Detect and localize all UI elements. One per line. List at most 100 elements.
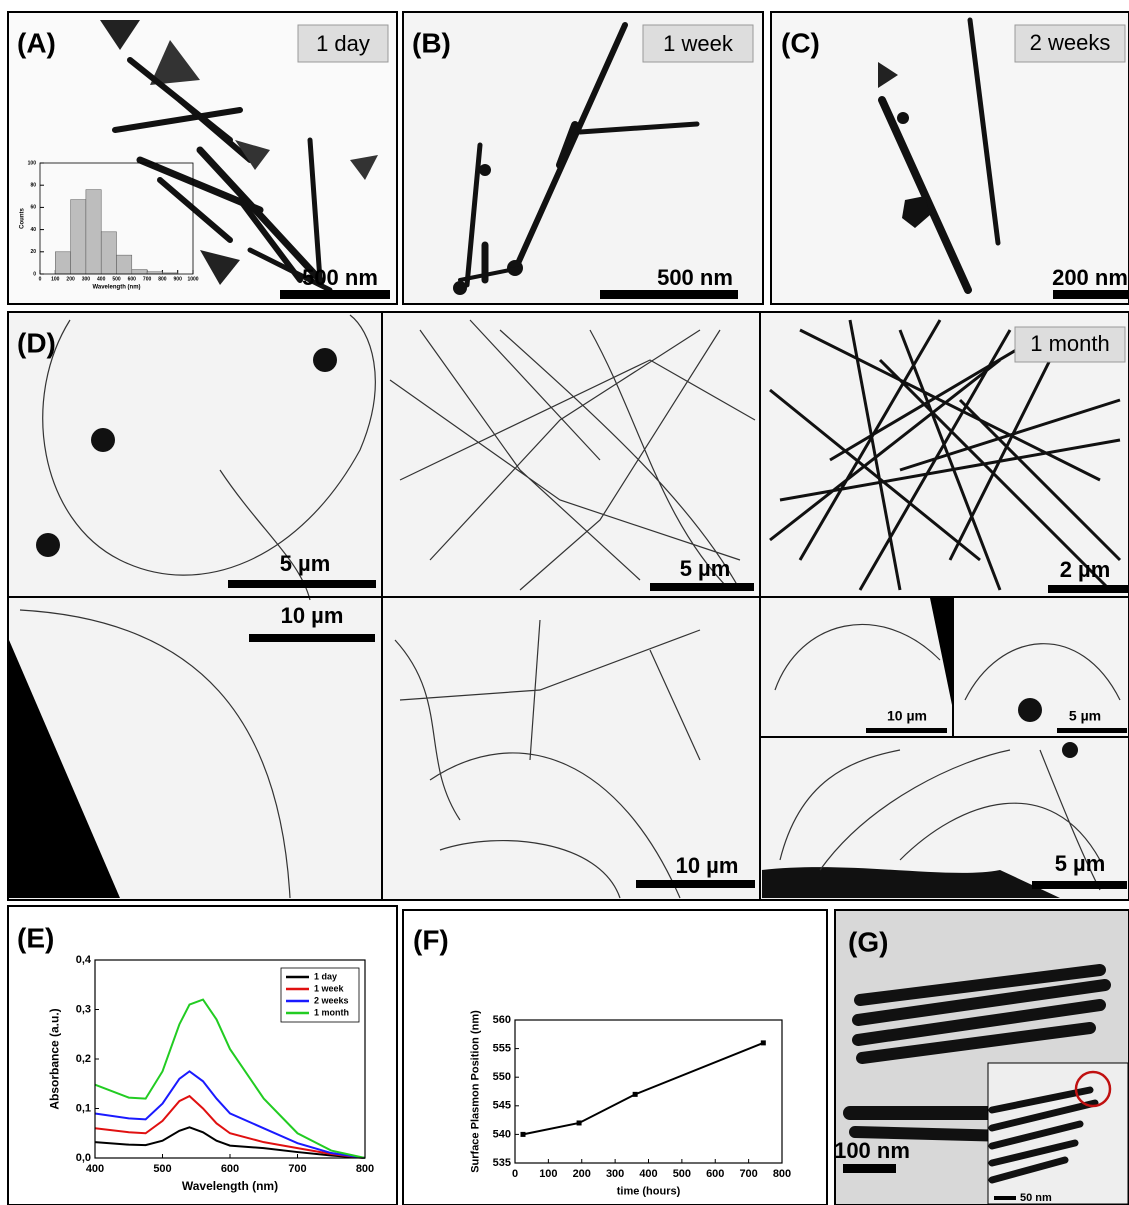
x-tick-label: 800: [356, 1163, 374, 1175]
scale-bar: [249, 634, 375, 642]
scale-label: 50 nm: [1020, 1192, 1052, 1204]
panel-label: (D): [17, 327, 56, 358]
scale-label: 10 µm: [887, 708, 927, 724]
y-tick-label: 0: [33, 271, 36, 277]
bar: [117, 255, 132, 274]
scale-bar: [1057, 728, 1127, 733]
x-tick-label: 500: [673, 1168, 691, 1180]
x-tick-label: 100: [539, 1168, 557, 1180]
y-tick-label: 555: [493, 1043, 511, 1055]
y-tick-label: 0,0: [76, 1152, 91, 1164]
y-tick-label: 0,4: [76, 954, 92, 966]
marker: [577, 1120, 582, 1125]
scale-bar: [866, 728, 947, 733]
x-axis-label: Wavelength (nm): [92, 285, 140, 291]
legend-label: 1 day: [314, 971, 337, 981]
scale-bar: [650, 583, 754, 591]
panel-tag: 1 week: [663, 31, 734, 56]
y-tick-label: 100: [28, 160, 37, 166]
scale-bar: [600, 290, 738, 299]
scale-bar: [280, 290, 390, 299]
panel-g: 100 nm 50 nm (G): [834, 910, 1129, 1205]
panel-b: 1 week 500 nm (B): [403, 12, 763, 304]
x-tick-label: 400: [97, 276, 106, 282]
scale-label: 10 µm: [281, 603, 344, 628]
panel-tag: 1 month: [1030, 331, 1110, 356]
x-axis-label: Wavelength (nm): [182, 1179, 278, 1193]
bar: [55, 252, 70, 274]
y-tick-label: 80: [30, 183, 36, 189]
panel-c: 2 weeks 200 nm (C): [771, 12, 1129, 304]
y-tick-label: 545: [493, 1100, 511, 1112]
bar: [132, 270, 147, 274]
y-tick-label: 540: [493, 1128, 511, 1140]
y-tick-label: 550: [493, 1071, 511, 1083]
x-tick-label: 300: [606, 1168, 624, 1180]
x-tick-label: 600: [128, 276, 137, 282]
scale-bar: [843, 1164, 896, 1173]
panel-label: (G): [848, 926, 888, 957]
bar: [101, 232, 116, 274]
panel-label: (E): [17, 922, 54, 953]
y-tick-label: 40: [30, 227, 36, 233]
scale-bar: [1048, 585, 1128, 593]
legend-label: 1 month: [314, 1007, 349, 1017]
x-tick-label: 600: [706, 1168, 724, 1180]
y-tick-label: 60: [30, 205, 36, 211]
y-tick-label: 560: [493, 1014, 511, 1026]
scale-bar: [228, 580, 376, 588]
y-axis-label: Absorbance (a.u.): [48, 1008, 62, 1109]
x-tick-label: 400: [86, 1163, 104, 1175]
series-line: [95, 1096, 365, 1158]
legend-label: 2 weeks: [314, 995, 349, 1005]
panel-label: (A): [17, 27, 56, 58]
y-axis-label: Counts: [20, 208, 26, 229]
scale-bar: [636, 880, 755, 888]
x-tick-label: 700: [288, 1163, 306, 1175]
marker: [633, 1092, 638, 1097]
panel-tag: 1 day: [316, 31, 370, 56]
x-tick-label: 200: [573, 1168, 591, 1180]
scale-label: 200 nm: [1052, 265, 1128, 290]
legend-label: 1 week: [314, 983, 345, 993]
y-tick-label: 0,2: [76, 1053, 91, 1065]
marker: [761, 1040, 766, 1045]
y-tick-label: 535: [493, 1157, 511, 1169]
panel-label: (F): [413, 924, 449, 955]
x-tick-label: 1000: [187, 276, 198, 282]
axes-frame: [515, 1020, 782, 1163]
scale-bar: [994, 1196, 1016, 1200]
scale-label: 500 nm: [657, 265, 733, 290]
x-tick-label: 700: [739, 1168, 757, 1180]
scale-label: 100 nm: [834, 1138, 910, 1163]
y-tick-label: 20: [30, 249, 36, 255]
x-tick-label: 700: [143, 276, 152, 282]
scale-label: 5 µm: [680, 556, 731, 581]
inset: [988, 1063, 1128, 1204]
scale-label: 5 µm: [280, 551, 331, 576]
scale-label: 5 µm: [1055, 851, 1106, 876]
panel-label: (B): [412, 27, 451, 58]
panel-tag: 2 weeks: [1030, 30, 1111, 55]
x-tick-label: 900: [174, 276, 183, 282]
scale-label: 2 µm: [1060, 557, 1111, 582]
x-tick-label: 0: [512, 1168, 518, 1180]
x-tick-label: 500: [153, 1163, 171, 1175]
x-tick-label: 0: [39, 276, 42, 282]
y-tick-label: 0,3: [76, 1003, 91, 1015]
x-tick-label: 500: [112, 276, 121, 282]
scale-label: 5 µm: [1069, 708, 1101, 724]
x-tick-label: 200: [66, 276, 75, 282]
bar: [86, 190, 101, 274]
x-axis-label: time (hours): [617, 1186, 681, 1198]
scale-label: 10 µm: [676, 853, 739, 878]
panel-d: 1 month 5 µm 5 µm 2 µm 10 µm 10 µm 10 µm…: [8, 312, 1129, 900]
y-tick-label: 0,1: [76, 1102, 91, 1114]
x-tick-label: 400: [639, 1168, 657, 1180]
frame: [8, 906, 397, 1205]
scale-label: 500 nm: [302, 265, 378, 290]
panel-label: (C): [781, 27, 820, 58]
bar: [71, 200, 86, 274]
x-tick-label: 100: [51, 276, 60, 282]
x-tick-label: 800: [158, 276, 167, 282]
